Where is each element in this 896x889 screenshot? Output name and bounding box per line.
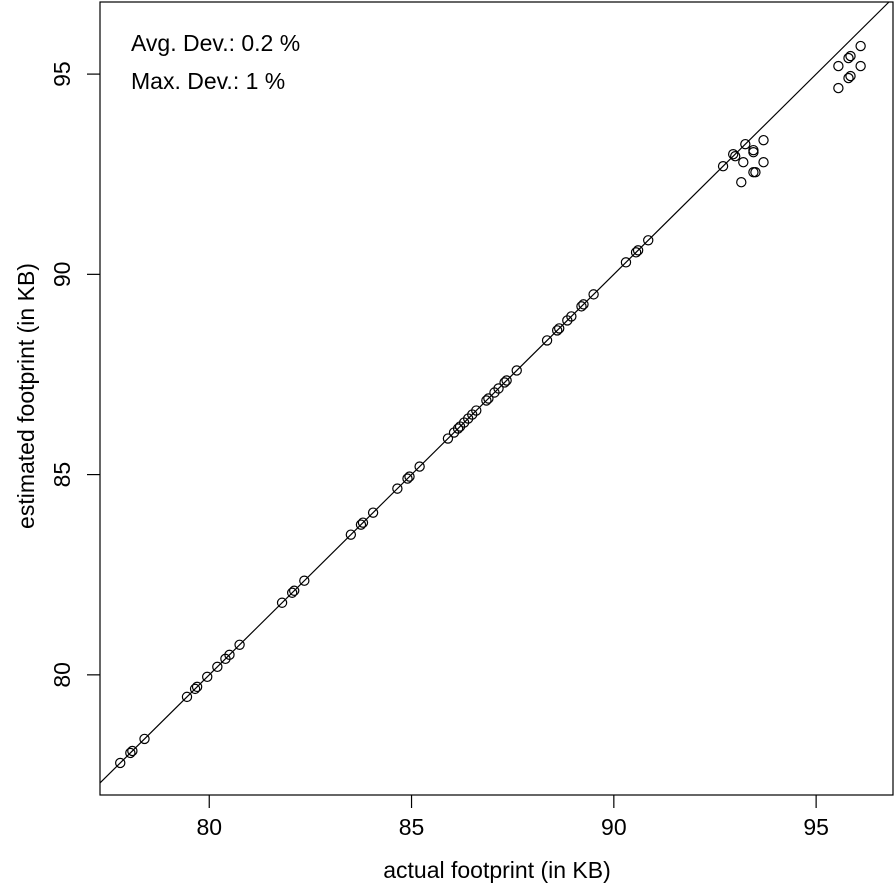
data-point (632, 245, 644, 256)
data-point (855, 40, 866, 52)
data-points (115, 40, 866, 769)
data-point (189, 683, 201, 695)
data-point (392, 483, 403, 494)
data-point (404, 471, 415, 482)
data-point (499, 377, 510, 388)
data-point (511, 365, 522, 376)
data-point (483, 393, 494, 404)
x-tick-label: 95 (803, 814, 829, 840)
identity-reference-line (99, 1, 890, 784)
data-point (554, 323, 565, 334)
data-point (541, 335, 553, 346)
data-point (630, 247, 642, 258)
data-point (355, 519, 367, 530)
data-point (736, 177, 747, 188)
data-point (588, 289, 599, 300)
y-tick-label: 90 (49, 262, 75, 288)
data-point (748, 144, 759, 156)
data-point (367, 507, 379, 518)
data-point (481, 395, 492, 406)
y-tick-label: 80 (49, 662, 75, 688)
data-point (452, 423, 464, 434)
data-point (855, 60, 866, 72)
y-axis-ticks: 80 85 90 95 (49, 61, 100, 688)
data-point (727, 148, 739, 160)
data-point (299, 575, 310, 586)
y-axis-title: estimated footprint (in KB) (13, 263, 39, 529)
data-point (357, 517, 369, 528)
x-tick-label: 90 (601, 814, 627, 840)
data-point (191, 681, 203, 693)
data-point (286, 587, 298, 598)
data-point (833, 82, 844, 94)
data-point (845, 70, 856, 82)
data-point (212, 661, 223, 673)
annotation-avg-dev: Avg. Dev.: 0.2 % (131, 30, 300, 56)
data-point (224, 649, 235, 661)
data-point (750, 167, 761, 178)
data-point (234, 639, 245, 651)
data-point (493, 383, 504, 394)
y-tick-label: 95 (49, 61, 75, 87)
data-point (566, 311, 577, 322)
data-point (748, 167, 759, 178)
data-point (576, 301, 587, 312)
data-point (717, 161, 729, 172)
x-axis-title: actual footprint (in KB) (383, 857, 611, 883)
data-point (125, 747, 136, 759)
data-point (181, 691, 193, 703)
annotation-max-dev: Max. Dev.: 1 % (131, 68, 285, 94)
data-point (127, 745, 138, 757)
data-point (551, 325, 563, 336)
data-point (442, 433, 454, 444)
data-point (740, 138, 751, 150)
data-point (414, 461, 425, 472)
data-point (501, 375, 512, 386)
y-tick-label: 85 (49, 462, 75, 488)
x-tick-label: 80 (196, 814, 222, 840)
x-axis-ticks: 80 85 90 95 (196, 795, 829, 840)
data-point (202, 671, 213, 683)
data-point (345, 529, 357, 540)
data-point (402, 473, 413, 484)
data-point (139, 733, 150, 745)
data-point (833, 60, 844, 72)
data-point (748, 146, 759, 158)
data-point (843, 52, 854, 64)
data-point (643, 235, 654, 246)
data-point (843, 72, 854, 84)
data-point (115, 757, 126, 769)
data-point (289, 585, 300, 596)
data-point (471, 405, 482, 416)
x-tick-label: 85 (399, 814, 425, 840)
data-point (730, 150, 741, 162)
data-point (845, 50, 856, 62)
data-point (276, 597, 288, 608)
plot-frame (99, 1, 894, 796)
data-point (758, 157, 769, 168)
data-point (758, 134, 769, 146)
data-point (620, 257, 632, 268)
data-point (578, 299, 589, 310)
data-point (738, 157, 749, 168)
